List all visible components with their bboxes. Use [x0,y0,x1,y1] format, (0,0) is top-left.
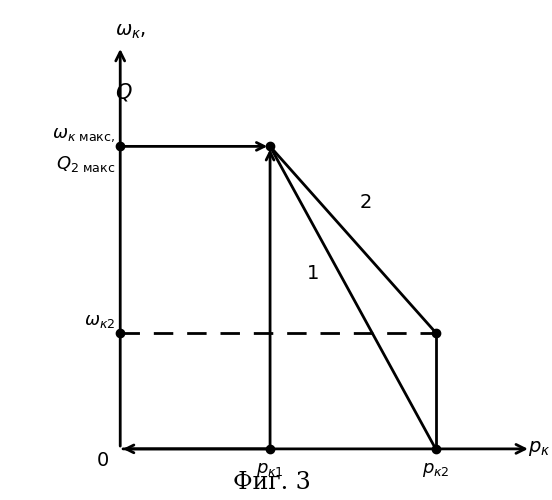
Text: $\omega_\kappa,$: $\omega_\kappa,$ [115,22,146,41]
Text: $Q_{2\ \mathsf{макс}}$: $Q_{2\ \mathsf{макс}}$ [56,154,115,174]
Text: $0$: $0$ [97,452,109,470]
Text: $2$: $2$ [359,192,371,212]
Text: $Q$: $Q$ [115,81,132,103]
Text: $p_{\kappa 2}$: $p_{\kappa 2}$ [422,462,449,479]
Text: $\omega_{\kappa 2}$: $\omega_{\kappa 2}$ [83,312,115,330]
Text: $\omega_{\kappa\ \mathsf{макс,}}$: $\omega_{\kappa\ \mathsf{макс,}}$ [52,126,115,144]
Text: $p_\kappa$: $p_\kappa$ [528,440,550,458]
Text: $p_{\kappa 1}$: $p_{\kappa 1}$ [256,462,284,479]
Text: Фиг. 3: Фиг. 3 [232,470,310,494]
Text: $1$: $1$ [306,264,319,283]
